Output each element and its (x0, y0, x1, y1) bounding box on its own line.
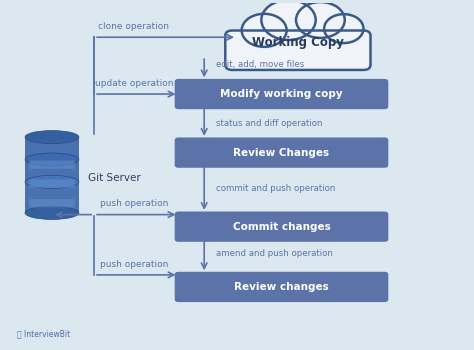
FancyBboxPatch shape (29, 161, 75, 169)
Text: clone operation: clone operation (99, 22, 169, 31)
Circle shape (324, 14, 364, 43)
Text: Modify working copy: Modify working copy (220, 89, 343, 99)
Text: commit and push operation: commit and push operation (216, 184, 335, 193)
Text: 🏔 InterviewBit: 🏔 InterviewBit (17, 330, 70, 338)
Circle shape (296, 2, 345, 38)
Text: status and diff operation: status and diff operation (216, 119, 322, 128)
Text: Commit changes: Commit changes (233, 222, 330, 232)
Text: Review changes: Review changes (234, 282, 329, 292)
Ellipse shape (25, 153, 79, 166)
Ellipse shape (25, 131, 79, 144)
Text: push operation: push operation (100, 260, 168, 269)
FancyBboxPatch shape (175, 272, 388, 302)
Ellipse shape (25, 175, 79, 188)
Text: update operation: update operation (95, 79, 173, 88)
Text: edit, add, move files: edit, add, move files (216, 60, 304, 69)
FancyBboxPatch shape (29, 180, 75, 188)
Text: push operation: push operation (100, 199, 168, 208)
FancyBboxPatch shape (225, 30, 371, 70)
FancyBboxPatch shape (29, 199, 75, 208)
Text: Git Server: Git Server (88, 174, 141, 183)
FancyBboxPatch shape (175, 79, 388, 109)
Text: amend and push operation: amend and push operation (216, 249, 333, 258)
FancyBboxPatch shape (175, 138, 388, 168)
Circle shape (242, 14, 287, 47)
Circle shape (261, 0, 316, 40)
Ellipse shape (25, 206, 79, 219)
Polygon shape (25, 137, 79, 213)
Text: Review Changes: Review Changes (233, 148, 329, 158)
Text: Working Copy: Working Copy (252, 36, 344, 49)
FancyBboxPatch shape (175, 211, 388, 242)
